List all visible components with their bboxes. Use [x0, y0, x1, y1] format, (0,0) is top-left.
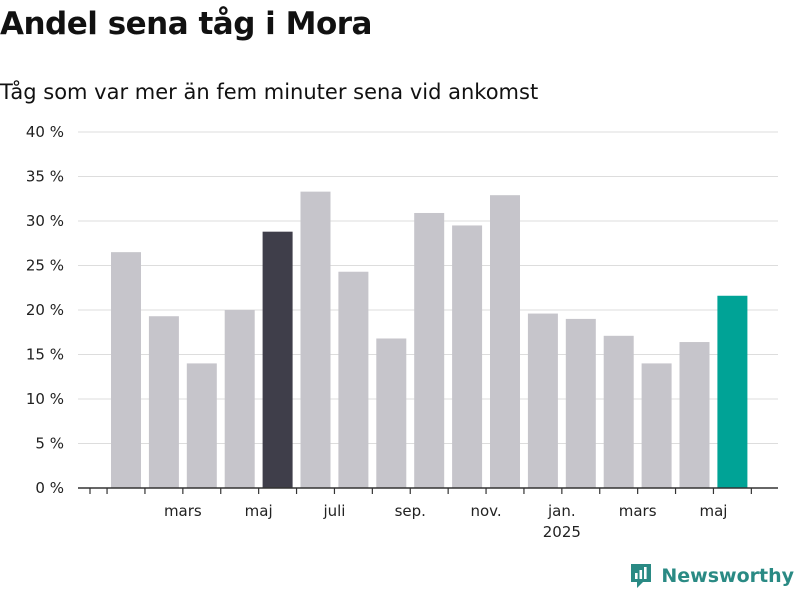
bar [338, 271, 369, 488]
chart-title: Andel sena tåg i Mora [0, 6, 372, 42]
newsworthy-logo-icon [631, 564, 652, 588]
bar [111, 252, 141, 488]
y-tick-label: 25 % [26, 257, 64, 275]
y-tick-label: 40 % [26, 123, 64, 141]
chart-subtitle: Tåg som var mer än fem minuter sena vid … [0, 80, 539, 104]
bar [414, 212, 445, 489]
bar [452, 225, 483, 488]
y-tick-label: 10 % [26, 390, 64, 408]
y-tick-label: 35 % [26, 168, 64, 186]
bar [641, 363, 672, 488]
x-tick-label: maj [699, 502, 727, 520]
x-tick-label: juli [322, 502, 345, 520]
bar [717, 295, 748, 488]
x-tick-label: sep. [395, 502, 426, 520]
bar [224, 310, 255, 488]
bar [527, 313, 558, 488]
bar [679, 342, 710, 488]
bar [148, 316, 179, 488]
y-tick-label: 5 % [35, 435, 64, 453]
y-tick-label: 0 % [35, 479, 64, 497]
bar [565, 318, 596, 488]
bar [376, 338, 407, 488]
bar [186, 363, 217, 488]
y-tick-label: 30 % [26, 212, 64, 230]
x-tick-label: maj [245, 502, 273, 520]
x-tick-label: nov. [470, 502, 501, 520]
y-tick-label: 20 % [26, 301, 64, 319]
x-tick-label: mars [619, 502, 657, 520]
bar [262, 231, 293, 488]
x-tick-label: mars [164, 502, 202, 520]
newsworthy-logo: Newsworthy [629, 562, 794, 590]
x-tick-label: jan. [547, 502, 576, 520]
y-tick-label: 15 % [26, 346, 64, 364]
x-tick-year-label: 2025 [543, 523, 581, 541]
newsworthy-logo-text: Newsworthy [661, 565, 794, 587]
bar [300, 191, 331, 488]
bar [603, 335, 634, 488]
bar [490, 195, 520, 488]
